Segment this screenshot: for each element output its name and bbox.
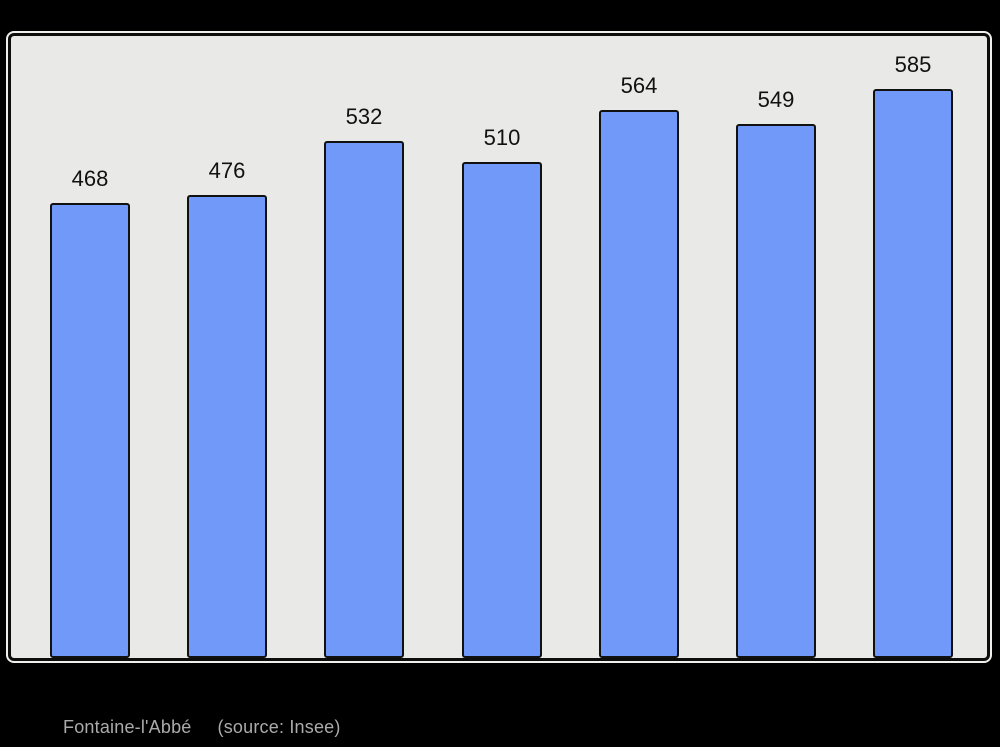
bar	[462, 162, 542, 658]
bar-value-label: 585	[894, 52, 932, 77]
bar-value-label: 468	[71, 166, 109, 191]
bar-value-label: 476	[208, 158, 246, 183]
bars-container: 468 476 532 510 564 549 585	[11, 36, 987, 658]
bar-group: 532	[324, 105, 404, 658]
chart-caption: Fontaine-l'Abbé (source: Insee)	[63, 715, 341, 739]
bar-value-label: 532	[345, 104, 383, 129]
bar-group: 549	[736, 88, 816, 658]
bar-value-label: 564	[620, 73, 658, 98]
bar	[187, 195, 267, 658]
bar	[324, 141, 404, 658]
bar	[736, 124, 816, 658]
caption-commune-name: Fontaine-l'Abbé	[63, 717, 192, 737]
caption-source: (source: Insee)	[217, 717, 341, 737]
bar-value-label: 510	[483, 125, 521, 150]
bar-group: 468	[50, 167, 130, 658]
population-bar-chart: 468 476 532 510 564 549 585	[8, 33, 990, 661]
bar	[599, 110, 679, 658]
bar-group: 585	[873, 53, 953, 658]
bar	[873, 89, 953, 658]
bar-group: 564	[599, 74, 679, 658]
bar	[50, 203, 130, 658]
bar-group: 510	[462, 126, 542, 658]
bar-group: 476	[187, 159, 267, 658]
bar-value-label: 549	[757, 87, 795, 112]
